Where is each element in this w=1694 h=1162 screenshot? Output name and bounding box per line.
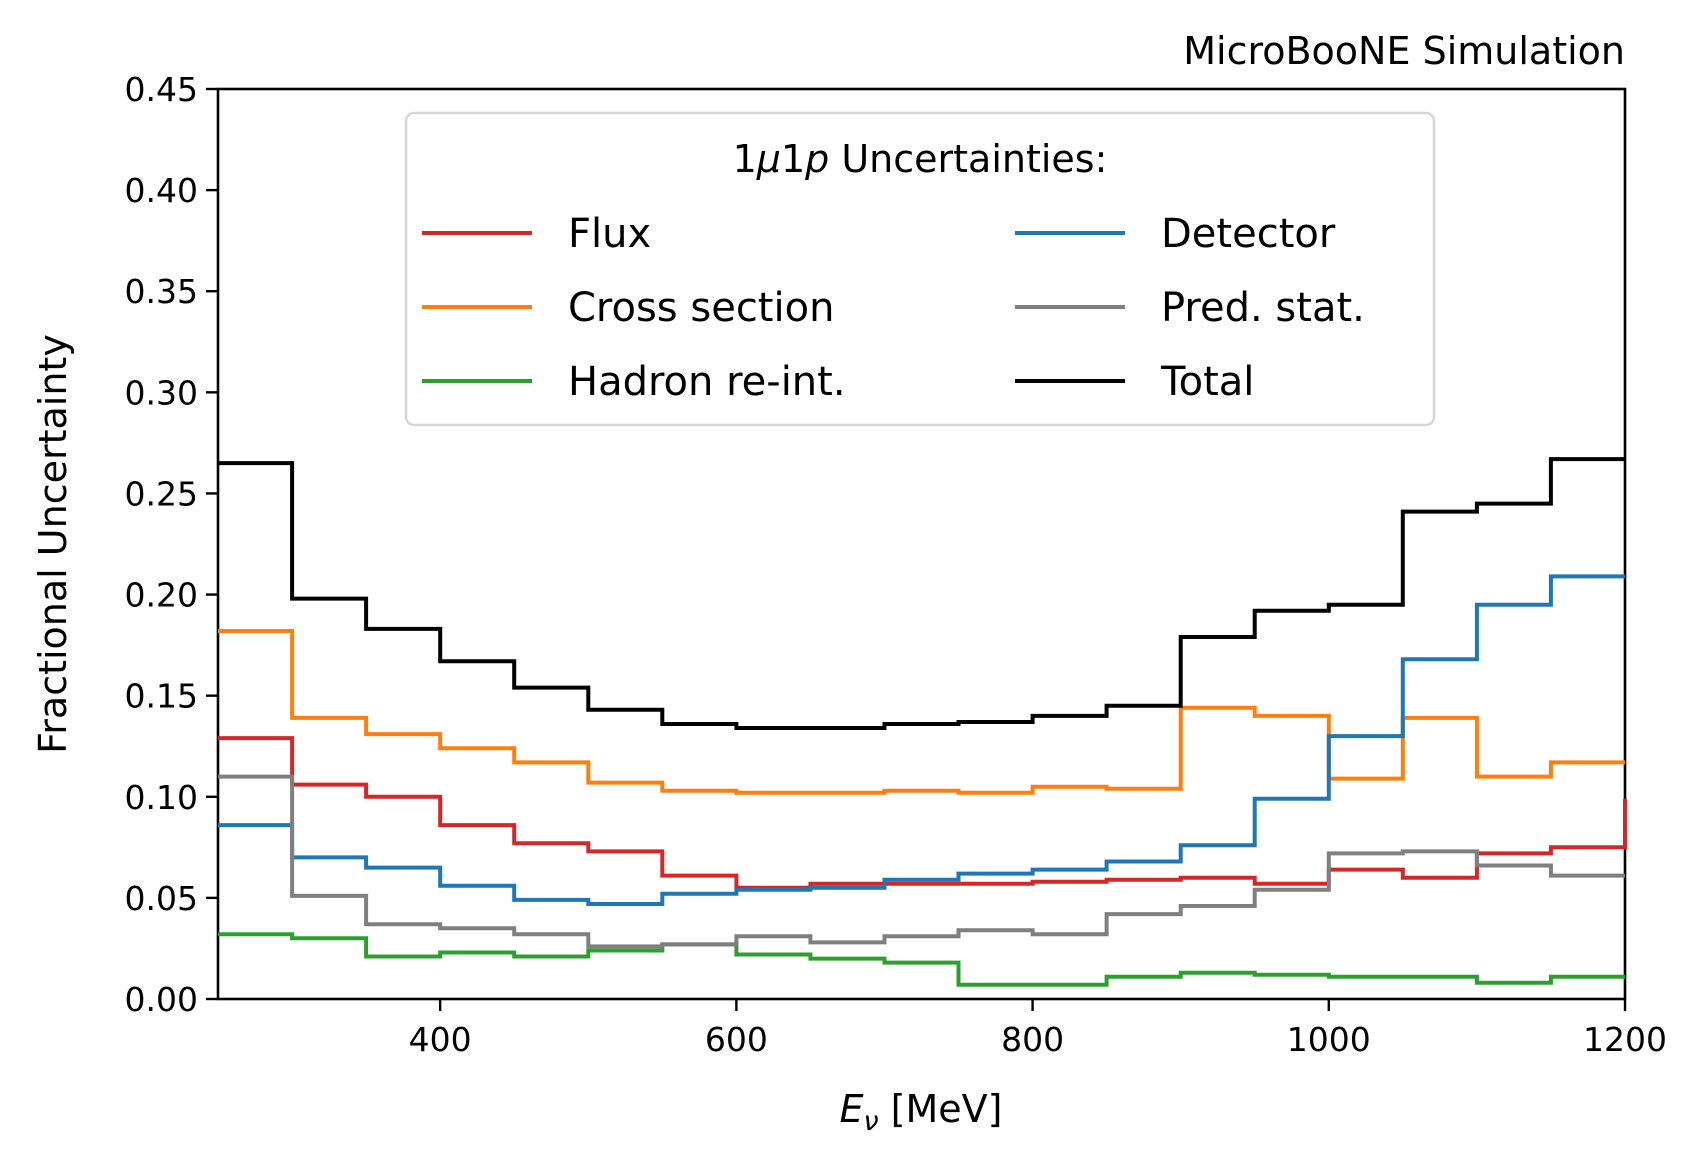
simulation-label: MicroBooNE Simulation [1183,29,1625,73]
legend-label-cross-section: Cross section [568,285,834,331]
x-tick-label: 1200 [1583,1020,1667,1059]
y-tick-label: 0.35 [125,272,198,311]
y-axis-ticks: 0.00 0.05 0.10 0.15 0.20 0.25 0.30 0.35 0.40 0.45 [125,70,218,1019]
x-tick-label: 600 [705,1020,768,1059]
x-axis-title-symbol: E [840,1087,864,1131]
series-line-cross-section [218,629,1625,795]
legend-label-pred-stat: Pred. stat. [1161,285,1365,331]
legend-label-total: Total [1160,359,1254,405]
series-line-detector [218,574,1625,906]
legend: 1μ1p Uncertainties: Flux Detector Cross se… [404,111,1436,427]
y-tick-label: 0.20 [125,576,198,615]
series-line-total [218,457,1625,730]
y-tick-label: 0.25 [125,474,198,513]
legend-box [404,111,1436,427]
x-tick-label: 800 [1001,1020,1064,1059]
y-tick-label: 0.05 [125,879,198,918]
y-tick-label: 0.40 [125,171,198,210]
legend-label-flux: Flux [568,211,651,257]
y-tick-label: 0.45 [125,70,198,109]
legend-entries: Flux Detector Cross section Pred. stat. Hadr… [422,211,1365,405]
legend-title: 1μ1p Uncertainties: [733,137,1108,181]
y-tick-label: 0.15 [125,677,198,716]
y-tick-label: 0.10 [125,778,198,817]
legend-label-detector: Detector [1161,211,1336,257]
series-lines [218,457,1627,987]
series-line-hadron-re-int [218,932,1625,987]
legend-label-hadron-re-int: Hadron re-int. [568,359,846,405]
y-tick-label: 0.00 [125,980,198,1019]
x-tick-label: 1000 [1287,1020,1371,1059]
x-axis-title-subscript: ν [864,1106,879,1137]
series-line-flux [218,736,1627,890]
y-axis-title: Fractional Uncertainty [31,334,75,754]
x-axis-title: Eν [MeV] [840,1087,1003,1137]
y-tick-label: 0.30 [125,373,198,412]
x-axis-title-unit: [MeV] [891,1087,1003,1131]
x-axis-ticks: 400 600 800 1000 1200 [409,999,1667,1059]
x-tick-label: 400 [409,1020,472,1059]
series-line-pred-stat [218,774,1625,949]
plot-frame [216,87,1627,1001]
